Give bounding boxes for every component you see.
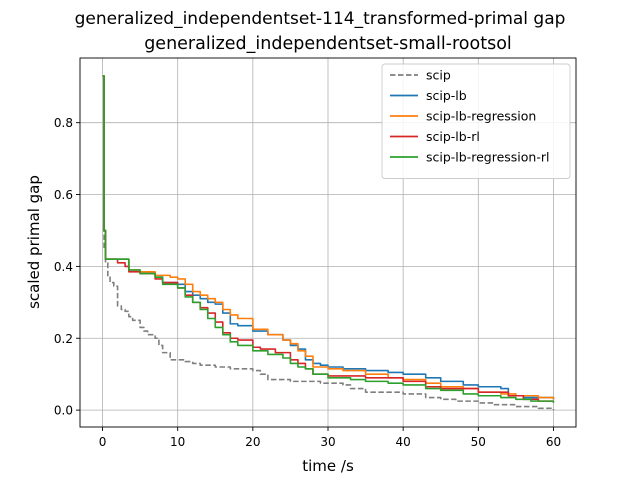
legend-label-scip: scip xyxy=(426,68,451,83)
x-tick-label: 30 xyxy=(320,435,335,449)
y-tick-label: 0.2 xyxy=(54,332,73,346)
y-tick-label: 0.4 xyxy=(54,260,73,274)
x-tick-label: 0 xyxy=(99,435,107,449)
series-line-scip xyxy=(102,75,555,411)
series-group xyxy=(102,75,555,411)
y-tick-label: 0.8 xyxy=(54,116,73,130)
legend-box xyxy=(381,63,571,179)
x-tick-label: 10 xyxy=(170,435,185,449)
plot-area: 0 10 20 30 40 50 600.00.20.40.60.8scipscip-lbs… xyxy=(54,57,577,449)
y-tick-label: 0.6 xyxy=(54,188,73,202)
legend-label-scip-lb-rl: scip-lb-rl xyxy=(426,129,480,144)
figure-suptitle: generalized_independentset-114_transform… xyxy=(75,9,566,29)
legend-label-scip-lb: scip-lb xyxy=(426,88,467,103)
y-axis-label: scaled primal gap xyxy=(25,175,43,309)
x-tick-label: 20 xyxy=(245,435,260,449)
series-line-scip-lb-regression-rl xyxy=(102,75,555,403)
legend: scip scip-lb scip-lb-regression scip-lb-rl s… xyxy=(381,63,571,179)
chart-title: generalized_independentset-small-rootsol xyxy=(144,34,512,54)
x-axis-label: time /s xyxy=(302,457,354,475)
y-tick-label: 0.0 xyxy=(54,404,73,418)
x-tick-label: 40 xyxy=(396,435,411,449)
legend-label-scip-lb-regression: scip-lb-regression xyxy=(426,109,536,124)
x-tick-label: 60 xyxy=(546,435,561,449)
x-tick-label: 50 xyxy=(471,435,486,449)
legend-label-scip-lb-regression-rl: scip-lb-regression-rl xyxy=(426,150,549,165)
